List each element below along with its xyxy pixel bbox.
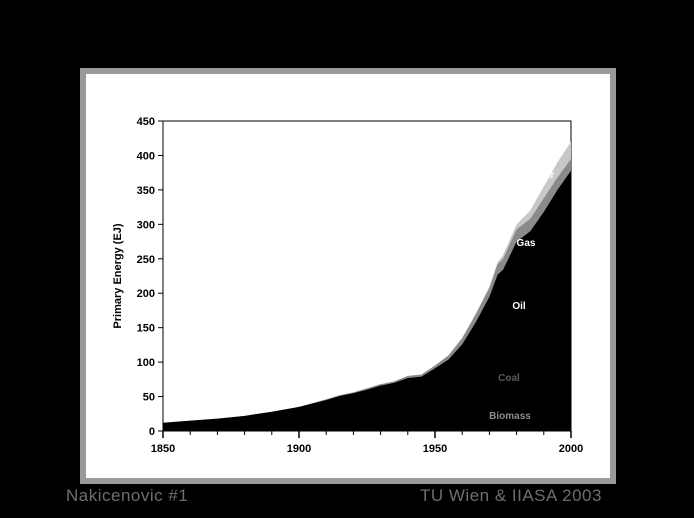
y-tick-label: 50 bbox=[143, 392, 155, 404]
footer-left: Nakicenovic #1 bbox=[66, 486, 189, 505]
label-biomass: Biomass bbox=[489, 411, 531, 422]
y-tick-label: 150 bbox=[137, 323, 155, 335]
y-tick-label: 0 bbox=[149, 426, 155, 438]
y-tick-label: 200 bbox=[137, 288, 155, 300]
label-coal: Coal bbox=[498, 373, 520, 384]
footer-right: TU Wien & IIASA 2003 bbox=[420, 486, 602, 505]
y-tick-label: 100 bbox=[137, 357, 155, 369]
y-tick-label: 450 bbox=[137, 116, 155, 128]
x-tick-label: 2000 bbox=[559, 443, 583, 455]
y-tick-label: 350 bbox=[137, 185, 155, 197]
y-axis-label: Primary Energy (EJ) bbox=[112, 223, 124, 328]
label-gas: Gas bbox=[517, 238, 536, 249]
label-nuclear: Nuclear bbox=[518, 170, 555, 181]
x-tick-label: 1900 bbox=[287, 443, 311, 455]
gas-area bbox=[163, 158, 571, 423]
y-tick-label: 250 bbox=[137, 254, 155, 266]
x-tick-label: 1850 bbox=[151, 443, 175, 455]
label-oil: Oil bbox=[512, 301, 526, 312]
fossil-biomass-area bbox=[163, 170, 571, 431]
x-tick-label: 1950 bbox=[423, 443, 447, 455]
y-tick-label: 300 bbox=[137, 219, 155, 231]
y-tick-label: 400 bbox=[137, 150, 155, 162]
